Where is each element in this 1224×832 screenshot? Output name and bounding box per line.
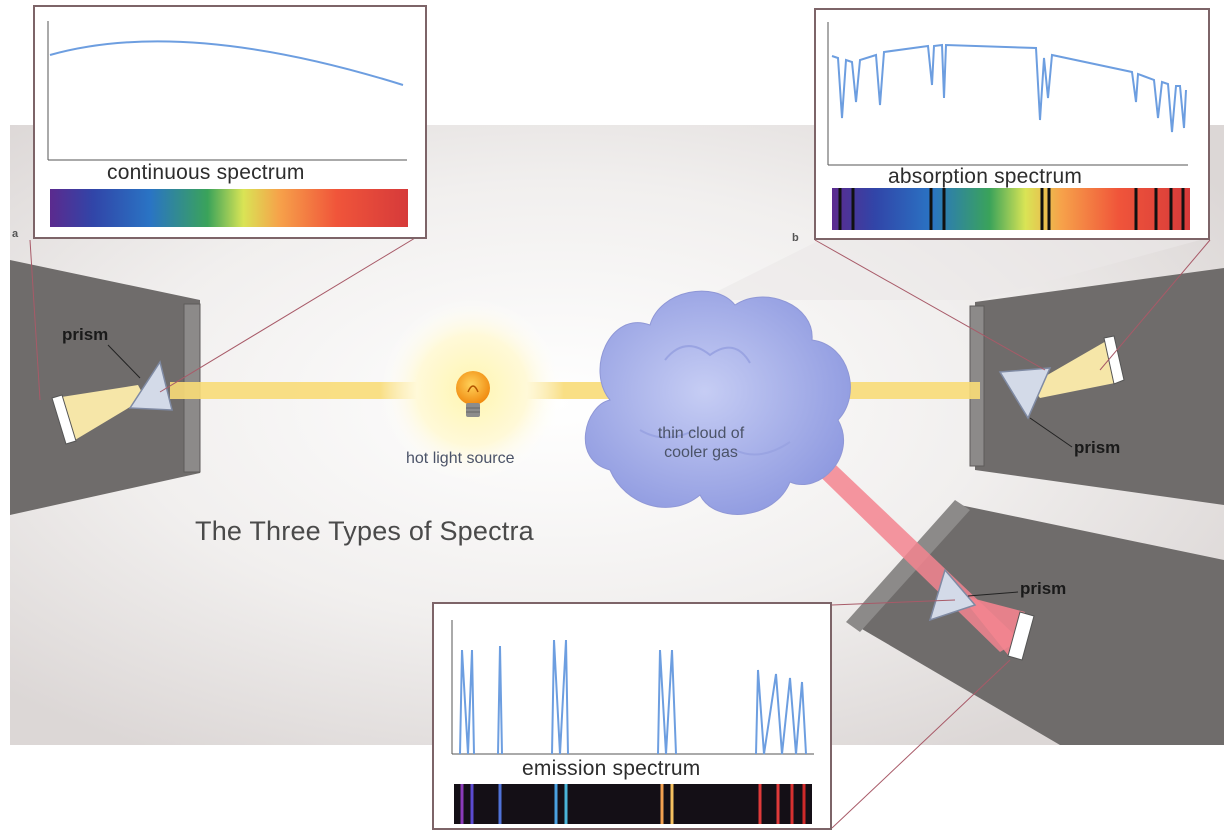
absorption-color-band [832, 188, 1190, 230]
corner-label-a: a [12, 228, 19, 240]
emission-spectrum-panel: emission spectrum [432, 602, 832, 830]
light-source-label: hot light source [406, 450, 515, 467]
prism-label-bottom: prism [1020, 579, 1067, 598]
emission-peaks [459, 639, 807, 755]
continuous-color-band [50, 189, 408, 227]
emission-plot [451, 620, 814, 824]
absorption-curve [831, 43, 1187, 133]
cloud-label-line1: thin cloud of [657, 425, 745, 442]
prism-label-right: prism [1074, 438, 1121, 457]
continuous-caption: continuous spectrum [107, 161, 305, 184]
absorption-caption: absorption spectrum [888, 165, 1083, 188]
emission-caption: emission spectrum [522, 757, 701, 780]
corner-label-b: b [792, 232, 799, 244]
continuous-spectrum-panel: continuous spectrum [33, 5, 427, 239]
light-bulb-icon [456, 371, 490, 417]
absorption-plot [827, 22, 1190, 230]
emission-color-band [454, 784, 812, 824]
cloud-label-line2: cooler gas [664, 444, 738, 461]
diagram-title: The Three Types of Spectra [195, 516, 534, 546]
prism-label-left: prism [62, 325, 109, 344]
absorption-spectrum-panel: absorption spectrum [814, 8, 1210, 240]
continuous-curve [49, 40, 404, 86]
gas-cloud-icon [584, 290, 851, 515]
continuous-plot [47, 21, 408, 227]
